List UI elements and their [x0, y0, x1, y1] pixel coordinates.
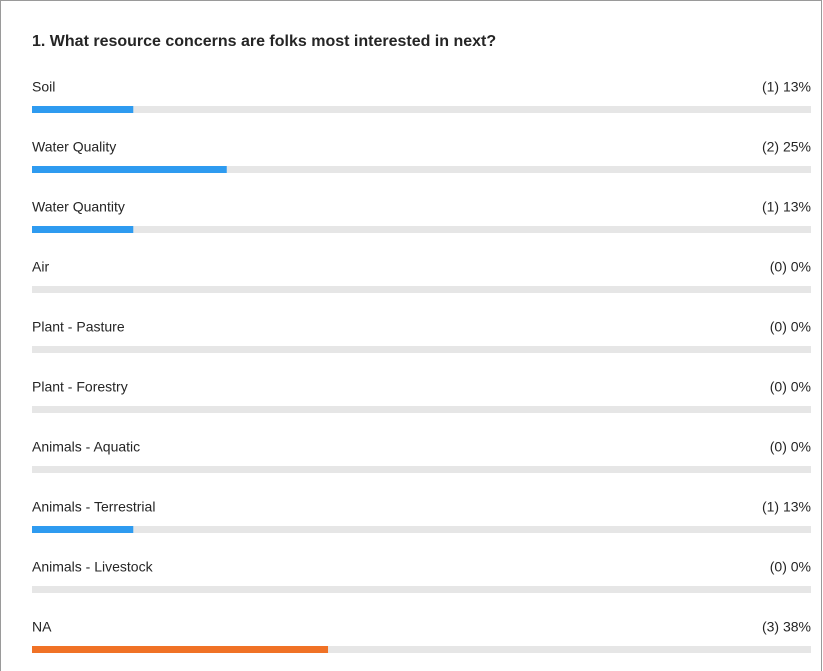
bar-track: [32, 166, 811, 173]
bar-track: [32, 406, 811, 413]
option-result: (3) 38%: [762, 619, 811, 635]
option-label: Animals - Aquatic: [32, 439, 140, 455]
option-label: Animals - Livestock: [32, 559, 154, 575]
option-label: Water Quality: [32, 139, 116, 155]
option-result: (0) 0%: [770, 259, 811, 275]
bar-track: [32, 526, 811, 533]
bar-track: [32, 226, 811, 233]
option-label: Water Quantity: [32, 199, 125, 215]
bar: [32, 646, 329, 653]
option-label: Soil: [32, 79, 55, 95]
option-result: (0) 0%: [770, 379, 811, 395]
option-label: Air: [32, 259, 49, 275]
option-result: (1) 13%: [762, 499, 811, 515]
option-result: (1) 13%: [762, 199, 811, 215]
option-result: (0) 0%: [770, 319, 811, 335]
bar: [32, 526, 134, 533]
bar: [32, 166, 227, 173]
option-label: NA: [32, 619, 52, 635]
bar: [32, 226, 134, 233]
option-result: (0) 0%: [770, 439, 811, 455]
bar-track: [32, 646, 811, 653]
option-label: Plant - Forestry: [32, 379, 128, 395]
bar-track: [32, 586, 811, 593]
bar-track: [32, 286, 811, 293]
option-result: (0) 0%: [770, 559, 811, 575]
bar-track: [32, 466, 811, 473]
option-result: (1) 13%: [762, 79, 811, 95]
bar: [32, 106, 134, 113]
bar-track: [32, 346, 811, 353]
option-label: Animals - Terrestrial: [32, 499, 155, 515]
poll-title: 1. What resource concerns are folks most…: [32, 33, 496, 50]
option-result: (2) 25%: [762, 139, 811, 155]
bar-track: [32, 106, 811, 113]
option-label: Plant - Pasture: [32, 319, 125, 335]
